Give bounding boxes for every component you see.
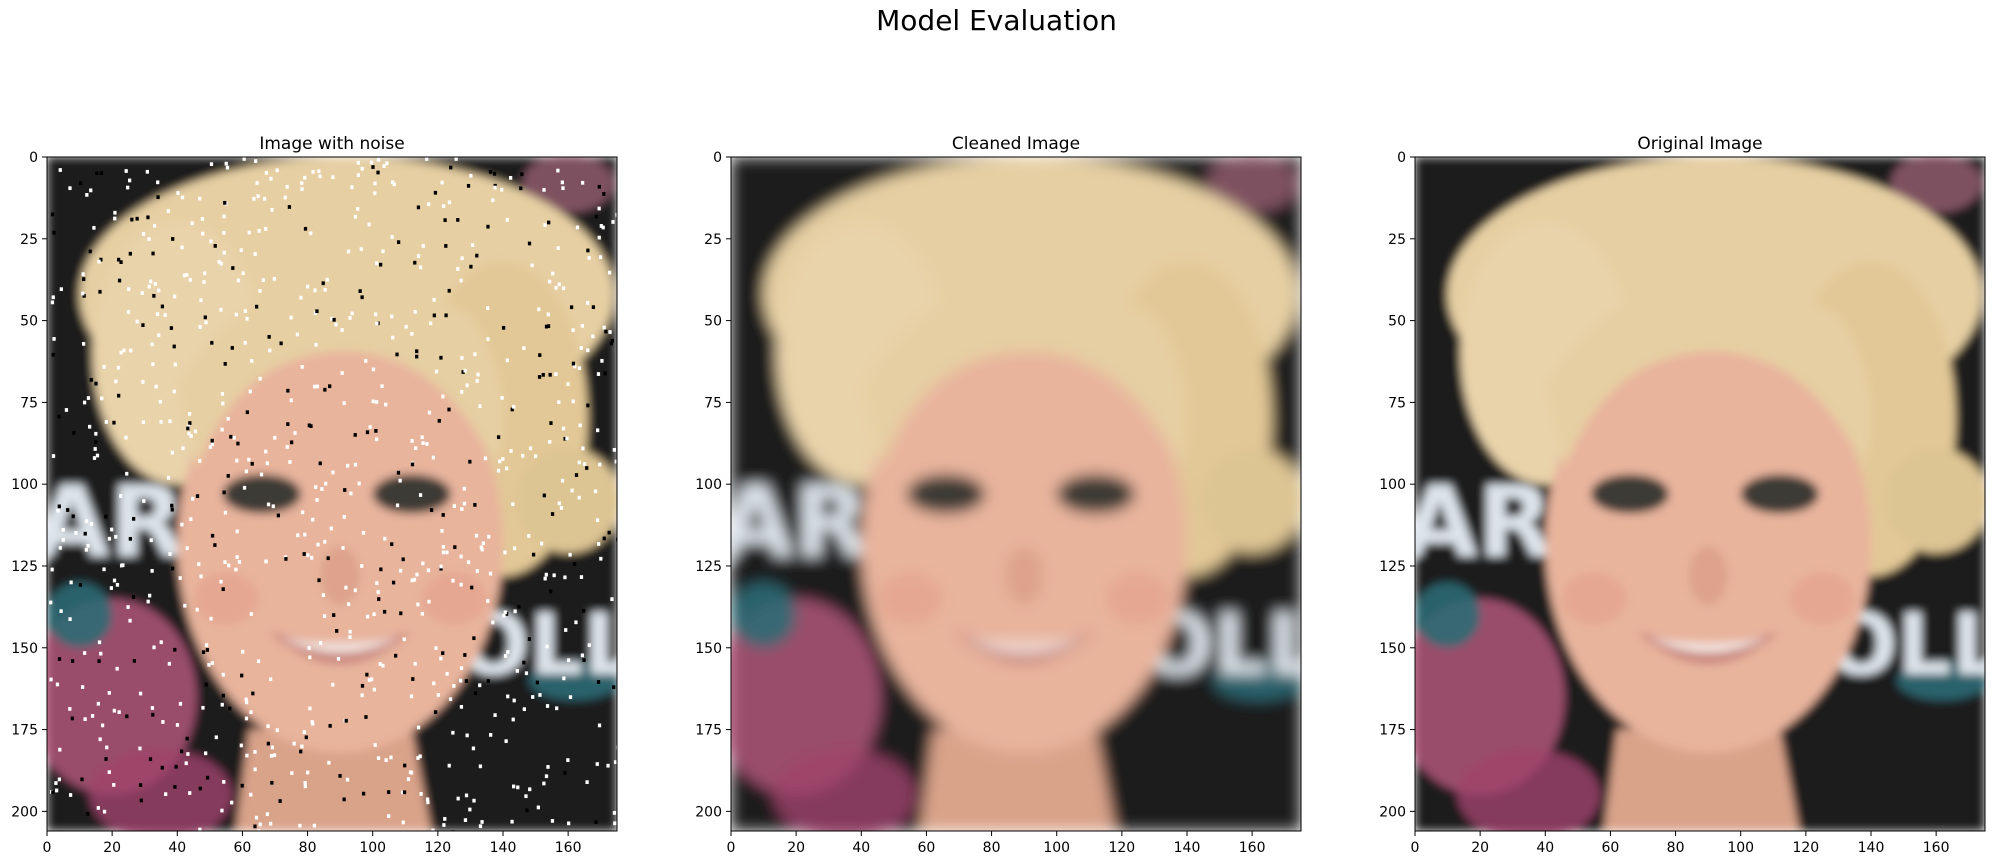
axes-frame <box>46 156 618 832</box>
figure-title: Model Evaluation <box>876 4 1117 37</box>
y-tick-label: 75 <box>20 395 38 411</box>
svg-text:AR: AR <box>34 466 185 580</box>
y-tick-label: 75 <box>1388 395 1406 411</box>
x-tick-label: 120 <box>424 840 451 856</box>
y-tick-label: 200 <box>1379 804 1406 820</box>
y-tick-label: 150 <box>695 641 722 657</box>
x-tick-label: 140 <box>1858 840 1885 856</box>
x-tick-label: 140 <box>490 840 517 856</box>
x-tick-label: 40 <box>852 840 870 856</box>
x-tick-label: 140 <box>1174 840 1201 856</box>
y-tick-label: 25 <box>20 232 38 248</box>
x-tick-label: 20 <box>103 840 121 856</box>
y-tick-label: 50 <box>1388 314 1406 330</box>
x-tick-label: 0 <box>1411 840 1420 856</box>
y-tick-label: 25 <box>704 232 722 248</box>
svg-text:AR: AR <box>718 466 869 580</box>
y-tick-label: 50 <box>704 314 722 330</box>
x-tick-label: 60 <box>1602 840 1620 856</box>
x-tick-label: 100 <box>1043 840 1070 856</box>
y-tick-label: 0 <box>713 150 722 166</box>
x-tick-label: 120 <box>1792 840 1819 856</box>
y-tick-label: 200 <box>695 804 722 820</box>
x-tick-label: 160 <box>1923 840 1950 856</box>
svg-text:AR: AR <box>1402 466 1553 580</box>
x-tick-label: 40 <box>168 840 186 856</box>
x-tick-label: 80 <box>983 840 1001 856</box>
axes-title: Cleaned Image <box>952 134 1080 154</box>
y-tick-label: 150 <box>1379 641 1406 657</box>
x-tick-label: 60 <box>234 840 252 856</box>
y-tick-label: 100 <box>695 477 722 493</box>
x-tick-label: 0 <box>727 840 736 856</box>
y-tick-label: 125 <box>695 559 722 575</box>
x-tick-label: 40 <box>1536 840 1554 856</box>
y-tick-label: 0 <box>1397 150 1406 166</box>
y-tick-label: 75 <box>704 395 722 411</box>
y-tick-label: 175 <box>1379 723 1406 739</box>
y-tick-label: 175 <box>695 723 722 739</box>
x-tick-label: 0 <box>43 840 52 856</box>
x-tick-label: 120 <box>1108 840 1135 856</box>
y-tick-label: 100 <box>1379 477 1406 493</box>
x-tick-label: 20 <box>787 840 805 856</box>
x-tick-label: 100 <box>1727 840 1754 856</box>
axes-frame <box>1414 156 1986 832</box>
x-tick-label: 80 <box>1667 840 1685 856</box>
x-tick-label: 60 <box>918 840 936 856</box>
y-tick-label: 150 <box>11 641 38 657</box>
y-tick-label: 100 <box>11 477 38 493</box>
axes-title: Image with noise <box>259 134 404 154</box>
axes-frame <box>730 156 1302 832</box>
y-tick-label: 125 <box>1379 559 1406 575</box>
y-tick-label: 50 <box>20 314 38 330</box>
noise-pixels <box>49 157 617 831</box>
x-tick-label: 100 <box>359 840 386 856</box>
x-tick-label: 160 <box>1239 840 1266 856</box>
y-tick-label: 175 <box>11 723 38 739</box>
y-tick-label: 25 <box>1388 232 1406 248</box>
axes-title: Original Image <box>1637 134 1762 154</box>
y-tick-label: 200 <box>11 804 38 820</box>
x-tick-label: 160 <box>555 840 582 856</box>
y-tick-label: 0 <box>29 150 38 166</box>
x-tick-label: 20 <box>1471 840 1489 856</box>
x-tick-label: 80 <box>299 840 317 856</box>
y-tick-label: 125 <box>11 559 38 575</box>
